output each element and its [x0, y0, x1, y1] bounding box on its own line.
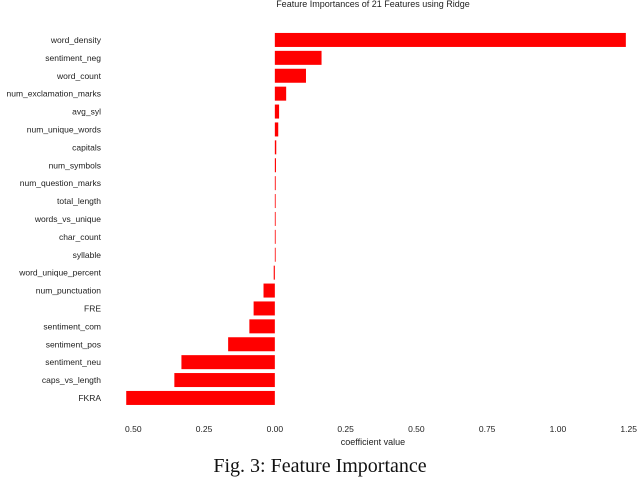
y-label-num-punctuation: num_punctuation	[36, 286, 101, 296]
y-label-word-unique-percent: word_unique_percent	[18, 268, 101, 278]
bar-char-count	[274, 229, 276, 244]
bar-num-exclamation-marks	[274, 86, 287, 101]
y-label-num-question-marks: num_question_marks	[20, 178, 101, 188]
y-label-sentiment-com: sentiment_com	[43, 321, 101, 331]
bar-fre	[253, 301, 275, 316]
y-label-sentiment-neu: sentiment_neu	[45, 357, 101, 367]
y-label-word-count: word_count	[56, 71, 102, 81]
bar-total-length	[274, 194, 276, 209]
y-label-fre: FRE	[84, 303, 101, 313]
x-tick-label: 0.75	[479, 424, 496, 434]
y-label-caps-vs-length: caps_vs_length	[42, 375, 101, 385]
x-tick-label: 1.25	[620, 424, 637, 434]
x-tick-label: 0.50	[125, 424, 142, 434]
y-label-syllable: syllable	[73, 250, 102, 260]
x-tick-label: 1.00	[550, 424, 567, 434]
y-label-num-exclamation-marks: num_exclamation_marks	[7, 89, 101, 99]
x-tick-label: 0.00	[267, 424, 284, 434]
bar-num-unique-words	[274, 122, 279, 137]
bars-group	[126, 32, 626, 405]
y-label-words-vs-unique: words_vs_unique	[34, 214, 101, 224]
y-label-capitals: capitals	[72, 142, 101, 152]
bar-word-count	[274, 68, 306, 83]
y-tick-labels: word_density sentiment_neg word_count num_e…	[7, 35, 102, 403]
y-label-sentiment-pos: sentiment_pos	[46, 339, 101, 349]
x-tick-label: 0.25	[196, 424, 213, 434]
y-label-word-density: word_density	[50, 35, 102, 45]
bar-syllable	[274, 247, 276, 262]
bar-sentiment-neg	[274, 50, 322, 65]
bar-caps-vs-length	[174, 373, 275, 388]
bar-avg-syl	[274, 104, 280, 119]
y-label-total-length: total_length	[57, 196, 101, 206]
figure-caption: Fig. 3: Feature Importance	[213, 455, 427, 477]
bar-num-symbols	[274, 158, 276, 173]
y-label-avg-syl: avg_syl	[72, 107, 101, 117]
x-tick-labels: 0.50 0.25 0.00 0.25 0.50 0.75 1.00 1.25	[125, 424, 637, 434]
bar-sentiment-com	[249, 319, 275, 334]
bar-sentiment-pos	[228, 337, 275, 352]
bar-word-density	[274, 32, 626, 47]
y-label-sentiment-neg: sentiment_neg	[45, 53, 101, 63]
bar-fkra	[126, 390, 275, 405]
y-label-fkra: FKRA	[78, 393, 101, 403]
bar-capitals	[274, 140, 277, 155]
x-axis-title: coefficient value	[341, 437, 405, 447]
bar-words-vs-unique	[274, 211, 276, 226]
bar-num-question-marks	[274, 176, 276, 191]
chart-title: Feature Importances of 21 Features using…	[276, 0, 470, 9]
y-label-char-count: char_count	[59, 232, 102, 242]
bar-word-unique-percent	[273, 265, 275, 280]
bar-num-punctuation	[263, 283, 275, 298]
x-tick-label: 0.50	[408, 424, 425, 434]
y-label-num-symbols: num_symbols	[49, 160, 101, 170]
y-label-num-unique-words: num_unique_words	[27, 124, 101, 134]
x-tick-label: 0.25	[337, 424, 354, 434]
bar-sentiment-neu	[181, 355, 275, 370]
